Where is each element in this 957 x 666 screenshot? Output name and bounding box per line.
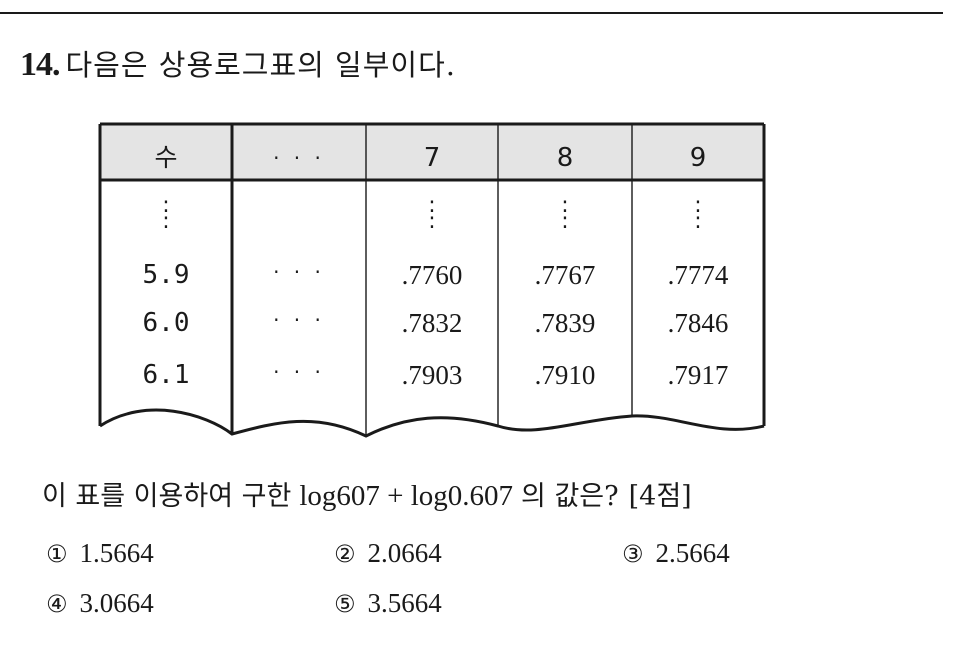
table-cell: .7832 — [401, 308, 463, 338]
choice-value: 2.0664 — [367, 538, 442, 568]
choice-marker: ④ — [46, 590, 68, 618]
choice-value: 3.5664 — [367, 588, 442, 618]
table-cell: .7760 — [401, 260, 463, 290]
row-label: 6.0 — [142, 308, 190, 338]
table-cell: .7917 — [667, 360, 729, 390]
header-digit-7: 7 — [423, 143, 441, 173]
header-digit-9: 9 — [689, 143, 707, 173]
question-number: 14. — [20, 46, 60, 83]
table-cell: .7774 — [667, 260, 729, 290]
choice-marker: ③ — [622, 540, 644, 568]
log-table: 수 · · · 7 8 9 :: :: :: :: 5.9 · · · .776… — [96, 120, 768, 450]
log-expression: log607 + log0.607 — [299, 480, 514, 512]
header-number: 수 — [154, 143, 178, 172]
table-frame — [98, 122, 766, 438]
prompt-tail-text: 의 값은? — [521, 481, 619, 512]
continuation-dots: :: — [428, 193, 436, 234]
choice-value: 2.5664 — [655, 538, 730, 568]
table-cell: .7767 — [534, 260, 596, 290]
choice-value: 1.5664 — [79, 538, 154, 568]
row-label: 5.9 — [142, 260, 190, 290]
choice-marker: ② — [334, 540, 356, 568]
prompt-lead-text: 이 표를 이용하여 구한 — [42, 481, 292, 512]
points-label: [4점] — [628, 481, 692, 512]
question-text: 다음은 상용로그표의 일부이다. — [65, 48, 456, 82]
choice-marker: ① — [46, 540, 68, 568]
header-skip: · · · — [273, 146, 325, 170]
table-cell: .7910 — [534, 360, 596, 390]
answer-choice-2[interactable]: ② 2.0664 — [334, 538, 442, 569]
continuation-dots: :: — [694, 193, 702, 234]
answer-choice-5[interactable]: ⑤ 3.5664 — [334, 588, 442, 619]
table-cell: .7846 — [667, 308, 729, 338]
answer-choice-4[interactable]: ④ 3.0664 — [46, 588, 154, 619]
row-skip: · · · — [273, 308, 325, 332]
question-heading: 14. 다음은 상용로그표의 일부이다. — [20, 42, 456, 84]
header-digit-8: 8 — [556, 143, 574, 173]
row-skip: · · · — [273, 260, 325, 284]
table-cell: .7839 — [534, 308, 596, 338]
table-cell: .7903 — [401, 360, 463, 390]
top-divider — [0, 12, 943, 14]
answer-choice-3[interactable]: ③ 2.5664 — [622, 538, 730, 569]
choice-marker: ⑤ — [334, 590, 356, 618]
choice-value: 3.0664 — [79, 588, 154, 618]
continuation-dots: :: — [162, 193, 170, 234]
header-background — [100, 124, 764, 180]
question-prompt: 이 표를 이용하여 구한 log607 + log0.607 의 값은? [4점] — [42, 474, 692, 513]
continuation-dots: :: — [561, 193, 569, 234]
row-label: 6.1 — [142, 360, 190, 390]
answer-choice-1[interactable]: ① 1.5664 — [46, 538, 154, 569]
row-skip: · · · — [273, 360, 325, 384]
torn-bottom-edge — [99, 408, 765, 438]
